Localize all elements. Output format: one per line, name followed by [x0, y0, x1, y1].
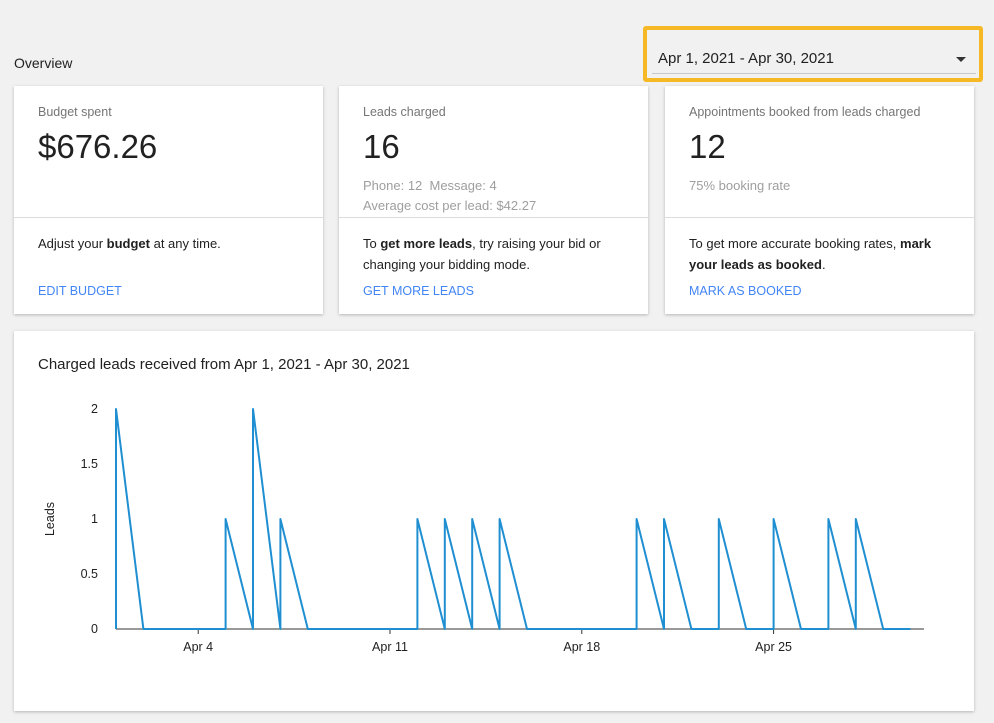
- average-cost: Average cost per lead: $42.27: [363, 198, 537, 213]
- x-tick-label: Apr 25: [755, 640, 792, 654]
- booking-rate: 75% booking rate: [689, 178, 791, 193]
- mark-as-booked-button[interactable]: MARK AS BOOKED: [689, 284, 802, 298]
- dropdown-arrow-icon: [956, 57, 966, 62]
- x-tick-label: Apr 4: [183, 640, 213, 654]
- appointments-booked-card: Appointments booked from leads charged 1…: [665, 86, 974, 314]
- text: at any time.: [149, 236, 221, 251]
- edit-budget-button[interactable]: EDIT BUDGET: [38, 284, 122, 298]
- card-value: $676.26: [38, 128, 158, 165]
- y-tick-label: 0.5: [81, 567, 98, 581]
- card-label: Leads charged: [363, 105, 446, 119]
- text: To get more accurate booking rates,: [689, 236, 901, 251]
- leads-line-chart: 0 0.5 1 1.5 2 Apr 4 Apr 11 Apr 18 Apr 25 Leads: [43, 402, 924, 654]
- bold-text: get more leads: [380, 236, 473, 251]
- card-divider: [665, 217, 974, 218]
- budget-spent-card: Budget spent $676.26 Adjust your budget …: [14, 86, 323, 314]
- card-message: To get more accurate booking rates, mark…: [689, 234, 956, 275]
- y-axis-label: Leads: [43, 502, 57, 536]
- leads-series-line: [115, 408, 911, 630]
- card-divider: [14, 217, 323, 218]
- text: Adjust your: [38, 236, 107, 251]
- x-tick-label: Apr 11: [372, 640, 408, 654]
- card-message: To get more leads, try raising your bid …: [363, 234, 630, 275]
- card-value: 16: [363, 128, 400, 165]
- card-subtext: Phone: 12 Message: 4 Average cost per lea…: [363, 176, 536, 216]
- text: To: [363, 236, 381, 251]
- y-tick-label: 1.5: [81, 457, 98, 471]
- text: .: [821, 256, 826, 272]
- bold-text: mark your leads as booked: [689, 236, 932, 272]
- card-message: Adjust your budget at any time.: [38, 234, 305, 255]
- get-more-leads-button[interactable]: GET MORE LEADS: [363, 284, 474, 298]
- text: , try raising your bid or changing your …: [363, 236, 601, 272]
- overview-heading: Overview: [14, 55, 73, 71]
- x-tick-label: Apr 18: [563, 640, 600, 654]
- y-tick-label: 2: [91, 402, 98, 416]
- card-label: Budget spent: [38, 105, 112, 119]
- leads-charged-card: Leads charged 16 Phone: 12 Message: 4 Ave…: [339, 86, 648, 314]
- leads-breakdown: Phone: 12 Message: 4: [363, 178, 497, 193]
- chart-title: Charged leads received from Apr 1, 2021 …: [38, 356, 410, 373]
- card-divider: [339, 217, 648, 218]
- y-tick-label: 0: [91, 622, 98, 636]
- y-tick-label: 1: [91, 512, 98, 526]
- charged-leads-chart-card: Charged leads received from Apr 1, 2021 …: [14, 331, 974, 711]
- bold-text: budget: [106, 236, 150, 251]
- date-range-highlight: [643, 26, 983, 82]
- card-value: 12: [689, 128, 726, 165]
- date-range-value: Apr 1, 2021 - Apr 30, 2021: [658, 50, 834, 67]
- card-label: Appointments booked from leads charged: [689, 105, 921, 119]
- date-range-select[interactable]: Apr 1, 2021 - Apr 30, 2021: [652, 40, 976, 74]
